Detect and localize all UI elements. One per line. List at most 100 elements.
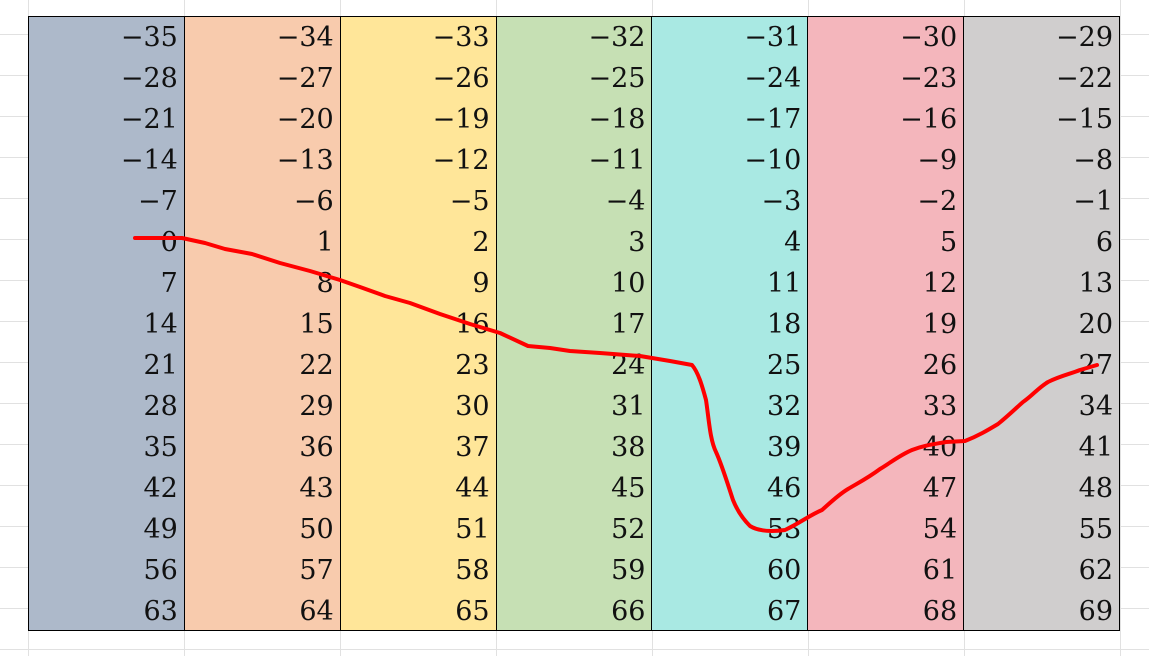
- grid-cell[interactable]: 49: [143, 514, 178, 545]
- grid-cell[interactable]: −11: [588, 145, 646, 176]
- grid-cell[interactable]: 11: [766, 268, 802, 299]
- grid-cell[interactable]: 63: [143, 596, 178, 627]
- grid-cell[interactable]: −14: [120, 145, 178, 176]
- grid-cell[interactable]: 7: [160, 268, 178, 299]
- grid-cell[interactable]: −17: [744, 104, 802, 135]
- grid-cell[interactable]: −24: [744, 63, 802, 94]
- grid-cell[interactable]: 53: [766, 514, 802, 545]
- grid-cell[interactable]: 46: [766, 473, 802, 504]
- grid-cell[interactable]: 65: [455, 596, 490, 627]
- grid-cell[interactable]: −13: [276, 145, 334, 176]
- grid-cell[interactable]: 0: [160, 227, 178, 258]
- grid-cell[interactable]: 19: [922, 309, 958, 340]
- grid-cell[interactable]: −34: [276, 22, 334, 53]
- grid-cell[interactable]: 34: [1078, 391, 1114, 422]
- grid-cell[interactable]: 44: [455, 473, 490, 504]
- grid-cell[interactable]: −1: [1073, 186, 1114, 217]
- grid-cell[interactable]: −15: [1056, 104, 1114, 135]
- grid-cell[interactable]: −22: [1056, 63, 1114, 94]
- grid-cell[interactable]: −12: [432, 145, 490, 176]
- grid-cell[interactable]: 13: [1078, 268, 1114, 299]
- grid-cell[interactable]: 62: [1078, 555, 1114, 586]
- grid-cell[interactable]: 15: [299, 309, 334, 340]
- grid-cell[interactable]: 2: [472, 227, 490, 258]
- grid-cell[interactable]: 9: [472, 268, 490, 299]
- grid-cell[interactable]: 8: [316, 268, 334, 299]
- grid-cell[interactable]: −7: [138, 186, 178, 217]
- grid-cell[interactable]: −23: [900, 63, 958, 94]
- grid-cell[interactable]: 20: [1078, 309, 1114, 340]
- grid-cell[interactable]: 36: [299, 432, 334, 463]
- grid-cell[interactable]: 48: [1078, 473, 1114, 504]
- grid-cell[interactable]: 31: [611, 391, 646, 422]
- grid-cell[interactable]: −18: [588, 104, 646, 135]
- grid-cell[interactable]: 27: [1078, 350, 1114, 381]
- grid-cell[interactable]: 45: [611, 473, 646, 504]
- grid-cell[interactable]: 40: [922, 432, 958, 463]
- grid-cell[interactable]: −33: [432, 22, 490, 53]
- grid-cell[interactable]: 55: [1078, 514, 1114, 545]
- grid-cell[interactable]: 21: [143, 350, 178, 381]
- grid-cell[interactable]: 47: [922, 473, 958, 504]
- grid-cell[interactable]: −3: [761, 186, 802, 217]
- grid-cell[interactable]: −5: [449, 186, 490, 217]
- grid-cell[interactable]: −30: [900, 22, 958, 53]
- grid-cell[interactable]: −2: [917, 186, 958, 217]
- grid-cell[interactable]: 58: [455, 555, 490, 586]
- grid-cell[interactable]: −4: [605, 186, 646, 217]
- grid-cell[interactable]: 26: [922, 350, 958, 381]
- grid-cell[interactable]: 61: [922, 555, 958, 586]
- grid-cell[interactable]: 22: [299, 350, 334, 381]
- grid-cell[interactable]: −6: [293, 186, 334, 217]
- grid-cell[interactable]: 4: [784, 227, 802, 258]
- grid-cell[interactable]: 50: [299, 514, 334, 545]
- grid-cell[interactable]: 67: [766, 596, 802, 627]
- grid-cell[interactable]: 33: [922, 391, 958, 422]
- grid-cell[interactable]: 29: [299, 391, 334, 422]
- grid-cell[interactable]: −31: [744, 22, 802, 53]
- grid-cell[interactable]: 32: [766, 391, 802, 422]
- grid-cell[interactable]: −29: [1056, 22, 1114, 53]
- grid-cell[interactable]: 24: [611, 350, 646, 381]
- grid-cell[interactable]: 14: [143, 309, 178, 340]
- grid-cell[interactable]: 42: [143, 473, 178, 504]
- grid-cell[interactable]: −28: [120, 63, 178, 94]
- grid-cell[interactable]: 66: [611, 596, 646, 627]
- grid-cell[interactable]: −26: [432, 63, 490, 94]
- grid-cell[interactable]: 64: [299, 596, 334, 627]
- grid-cell[interactable]: 52: [611, 514, 646, 545]
- grid-cell[interactable]: −9: [917, 145, 958, 176]
- grid-cell[interactable]: −32: [588, 22, 646, 53]
- grid-cell[interactable]: 51: [455, 514, 490, 545]
- grid-cell[interactable]: 18: [766, 309, 802, 340]
- grid-cell[interactable]: 57: [299, 555, 334, 586]
- grid-cell[interactable]: 6: [1095, 227, 1114, 258]
- grid-cell[interactable]: 41: [1078, 432, 1114, 463]
- grid-cell[interactable]: −35: [120, 22, 178, 53]
- grid-cell[interactable]: 37: [455, 432, 490, 463]
- grid-cell[interactable]: 5: [939, 227, 958, 258]
- grid-cell[interactable]: 30: [455, 391, 490, 422]
- grid-cell[interactable]: −20: [276, 104, 334, 135]
- grid-cell[interactable]: 56: [143, 555, 178, 586]
- grid-cell[interactable]: 3: [628, 227, 646, 258]
- grid-cell[interactable]: −10: [744, 145, 802, 176]
- grid-cell[interactable]: −16: [900, 104, 958, 135]
- grid-cell[interactable]: 38: [611, 432, 646, 463]
- grid-cell[interactable]: 69: [1078, 596, 1114, 627]
- grid-cell[interactable]: −25: [588, 63, 646, 94]
- grid-cell[interactable]: 12: [922, 268, 958, 299]
- grid-cell[interactable]: 35: [143, 432, 178, 463]
- grid-cell[interactable]: 39: [766, 432, 802, 463]
- grid-cell[interactable]: 28: [143, 391, 178, 422]
- grid-cell[interactable]: 25: [766, 350, 802, 381]
- grid-cell[interactable]: 59: [611, 555, 646, 586]
- grid-cell[interactable]: 16: [455, 309, 490, 340]
- grid-cell[interactable]: −21: [120, 104, 178, 135]
- grid-cell[interactable]: 68: [922, 596, 958, 627]
- grid-cell[interactable]: −19: [432, 104, 490, 135]
- grid-cell[interactable]: 60: [766, 555, 802, 586]
- grid-cell[interactable]: 1: [316, 227, 334, 258]
- grid-cell[interactable]: 54: [922, 514, 958, 545]
- grid-cell[interactable]: −27: [276, 63, 334, 94]
